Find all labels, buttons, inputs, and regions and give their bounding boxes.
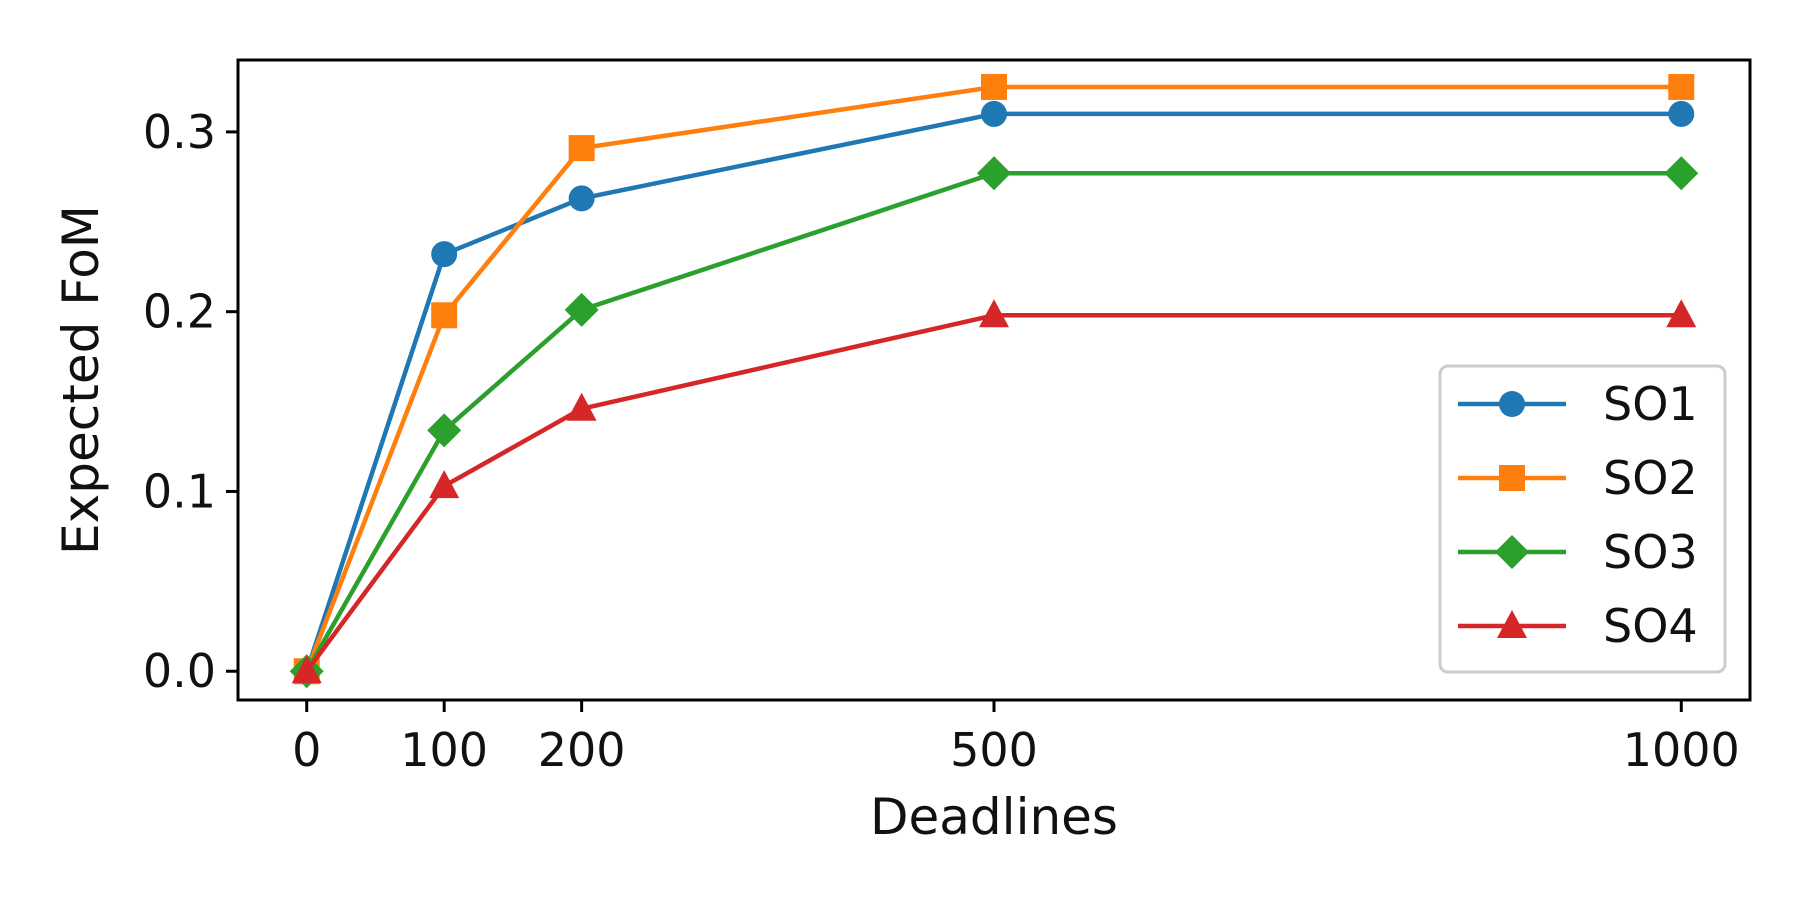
- legend: SO1 SO2 SO3 SO4: [1438, 364, 1727, 674]
- y-tick-label: 0.0: [143, 644, 216, 698]
- data-point: [1666, 299, 1697, 328]
- y-tick-label: 0.3: [143, 105, 216, 159]
- y-tick-label: 0.2: [143, 285, 216, 339]
- data-point: [979, 299, 1009, 328]
- data-point: [981, 100, 1007, 127]
- data-point: [568, 135, 595, 162]
- x-tick-label: 0: [292, 723, 321, 777]
- data-point: [429, 470, 460, 499]
- data-point: [291, 655, 322, 684]
- data-point: [431, 302, 458, 329]
- legend-label: SO3: [1603, 525, 1698, 579]
- data-point: [564, 292, 599, 327]
- legend-item: SO1: [1458, 377, 1698, 431]
- legend-item: SO2: [1458, 451, 1698, 505]
- x-tick-label: 200: [538, 723, 626, 777]
- data-point: [568, 185, 595, 212]
- legend-marker: [1497, 610, 1527, 638]
- data-point: [1668, 73, 1695, 100]
- data-point: [981, 73, 1007, 100]
- legend-marker: [1499, 391, 1525, 417]
- data-point: [977, 156, 1011, 191]
- legend-item: SO3: [1458, 525, 1698, 579]
- x-tick-label: 100: [400, 723, 488, 777]
- x-axis-label: Deadlines: [870, 788, 1118, 846]
- data-point: [1664, 156, 1699, 191]
- x-axis: 0 100 200 500 1000: [292, 700, 1740, 777]
- legend-item: SO4: [1458, 599, 1698, 653]
- legend-label: SO2: [1603, 451, 1698, 505]
- data-point: [1668, 100, 1695, 127]
- legend-box: [1438, 364, 1727, 674]
- y-axis-label: Expected FoM: [52, 205, 110, 555]
- data-point: [566, 392, 597, 421]
- x-tick-label: 500: [950, 723, 1038, 777]
- y-axis: 0.0 0.1 0.2 0.3: [143, 105, 238, 698]
- legend-marker: [1499, 465, 1525, 491]
- legend-label: SO1: [1603, 377, 1698, 431]
- x-tick-label: 1000: [1623, 723, 1740, 777]
- legend-label: SO4: [1603, 599, 1698, 653]
- series-layer: [289, 73, 1699, 689]
- y-tick-label: 0.1: [143, 464, 216, 518]
- data-point: [427, 413, 462, 448]
- data-point: [431, 241, 458, 268]
- legend-marker: [1495, 535, 1529, 569]
- series-SO4: [291, 299, 1697, 684]
